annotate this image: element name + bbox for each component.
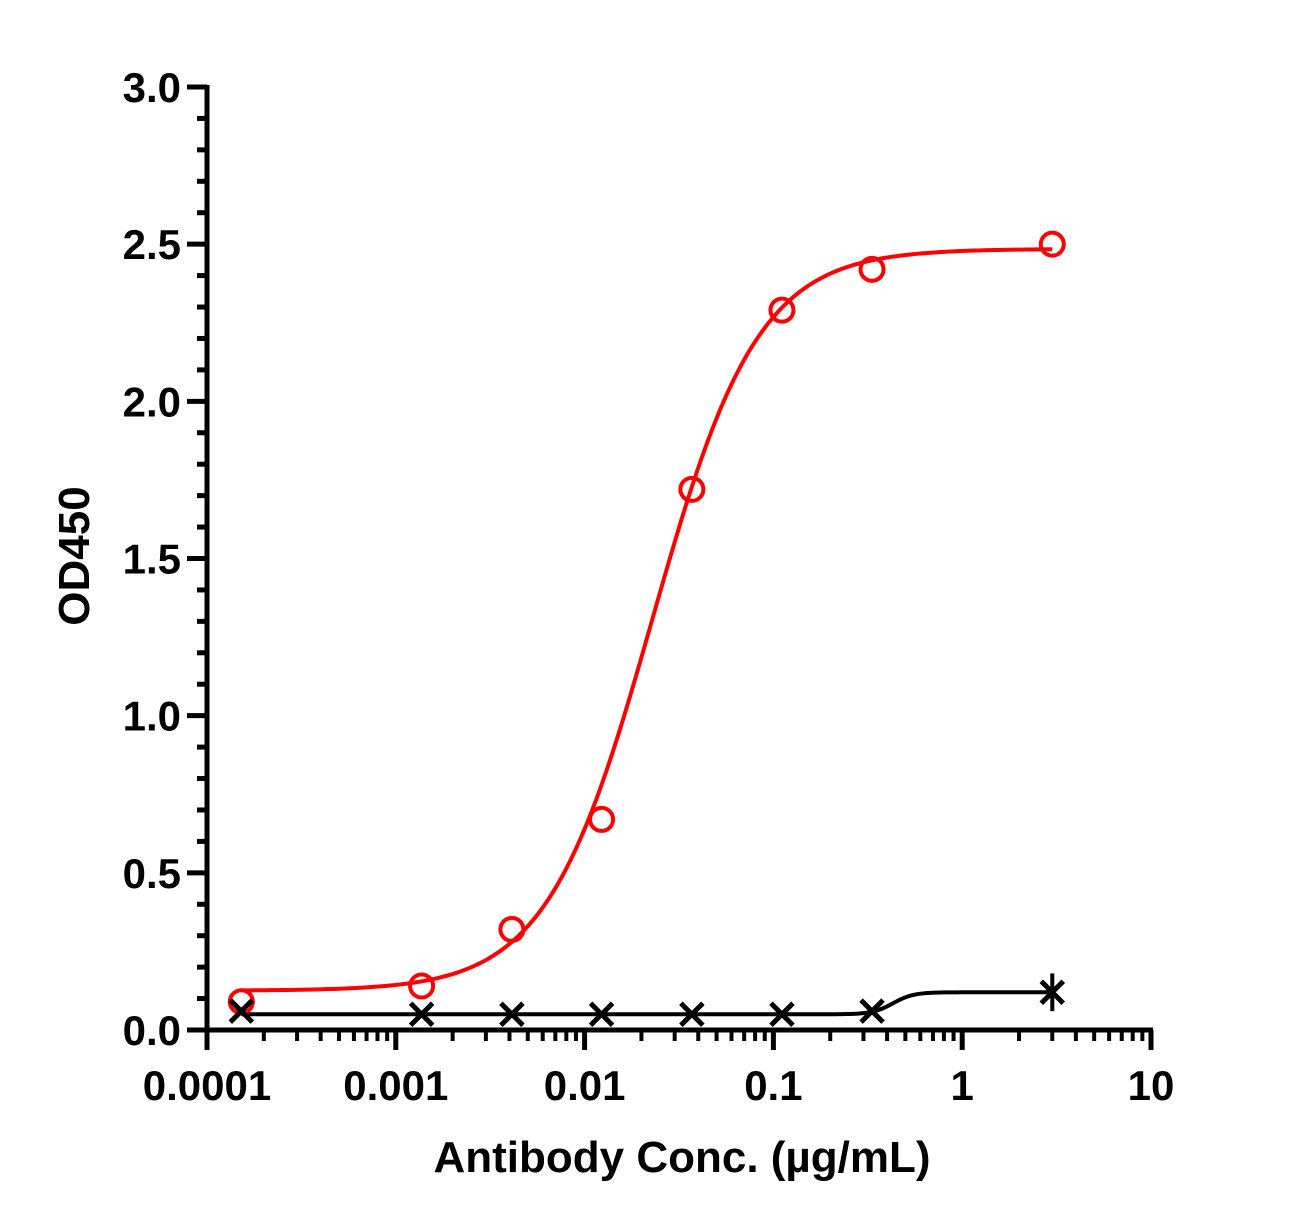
data-point-x: [408, 1001, 435, 1028]
y-axis-title: OD450: [50, 486, 99, 625]
data-point-circle: [498, 915, 526, 943]
y-tick-label: 0.0: [123, 1007, 181, 1054]
y-tick-label: 3.0: [123, 64, 181, 111]
data-point-x: [679, 1001, 705, 1028]
y-tick-label: 2.5: [123, 221, 181, 268]
x-axis-title: Antibody Conc. (µg/mL): [433, 1133, 930, 1182]
y-tick-label: 1.0: [123, 693, 181, 740]
x-tick-label: 10: [1128, 1062, 1175, 1109]
data-point-x: [588, 1001, 615, 1028]
data-point-x: [228, 998, 255, 1024]
data-point-circle: [588, 805, 616, 833]
data-point-circle: [1038, 230, 1066, 258]
fit-curve-1: [241, 990, 1053, 1017]
fit-curve-0: [241, 247, 1053, 993]
data-point-circle: [768, 296, 796, 324]
y-axis-ticks: 0.0 0.5 1.0 1.5 2.0 2.5 3.0: [123, 64, 207, 1054]
data-point-circle: [408, 972, 436, 1000]
data-point-x: [499, 1001, 525, 1028]
x-tick-label: 0.001: [343, 1062, 448, 1109]
x-axis-ticks: 0.0001 0.001 0.01 0.1 1 10: [143, 1030, 1175, 1109]
data-point-circle: [678, 475, 706, 503]
x-tick-label: 0.0001: [143, 1062, 271, 1109]
data-point-circle: [858, 255, 886, 283]
data-markers: [227, 230, 1066, 1028]
x-tick-label: 1: [951, 1062, 974, 1109]
y-tick-label: 2.0: [123, 378, 181, 425]
fit-curves: [241, 247, 1053, 1017]
data-point-x: [1039, 979, 1066, 1006]
data-point-x: [859, 998, 885, 1024]
x-tick-label: 0.1: [744, 1062, 802, 1109]
x-tick-label: 0.01: [544, 1062, 626, 1109]
y-tick-label: 1.5: [123, 536, 181, 583]
y-tick-label: 0.5: [123, 850, 181, 897]
data-point-x: [769, 1001, 795, 1028]
